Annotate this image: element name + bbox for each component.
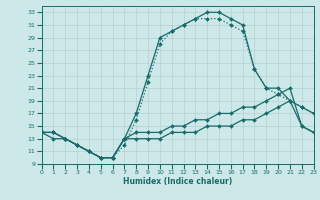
- X-axis label: Humidex (Indice chaleur): Humidex (Indice chaleur): [123, 177, 232, 186]
